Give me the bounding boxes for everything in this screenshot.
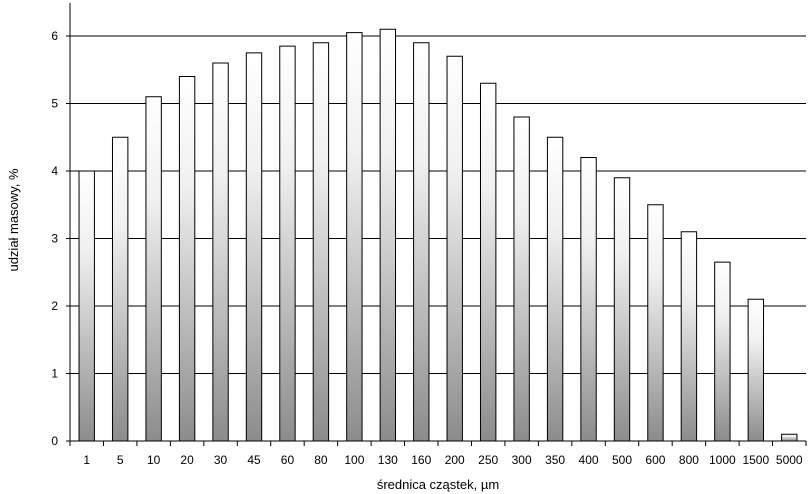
y-axis-title: udział masowy, % — [6, 168, 21, 272]
bar-60 — [279, 45, 296, 442]
bar-10 — [145, 96, 162, 442]
x-tick-label-130: 130 — [378, 453, 398, 467]
bar-350 — [546, 136, 564, 442]
x-tick-label-45: 45 — [247, 453, 261, 467]
bar-1500 — [747, 298, 765, 442]
bar-30 — [212, 62, 229, 442]
x-tick-label-1500: 1500 — [742, 453, 769, 467]
bar-160 — [413, 42, 430, 442]
x-tick-label-200: 200 — [445, 453, 465, 467]
bar-600 — [647, 204, 664, 442]
x-tick-label-160: 160 — [411, 453, 431, 467]
bar-300 — [513, 116, 530, 442]
x-tick-label-800: 800 — [679, 453, 699, 467]
y-tick-label: 0 — [51, 434, 58, 448]
x-tick-label-300: 300 — [512, 453, 532, 467]
x-tick-label-1000: 1000 — [709, 453, 736, 467]
x-tick-label-10: 10 — [147, 453, 161, 467]
y-tick-label: 2 — [51, 299, 58, 313]
x-tick-label-60: 60 — [281, 453, 295, 467]
x-axis-title: średnica cząstek, µm — [377, 477, 499, 492]
x-tick-label-100: 100 — [344, 453, 364, 467]
y-tick-label: 1 — [51, 367, 58, 381]
x-tick-label-500: 500 — [612, 453, 632, 467]
bar-800 — [680, 231, 698, 442]
x-tick-label-350: 350 — [545, 453, 565, 467]
x-tick-label-5000: 5000 — [776, 453, 803, 467]
bar-400 — [580, 157, 597, 442]
y-tick-label: 6 — [51, 29, 58, 43]
bar-1 — [78, 170, 95, 442]
bar-20 — [178, 76, 196, 442]
bar-500 — [613, 177, 631, 442]
x-tick-label-250: 250 — [478, 453, 498, 467]
bar-100 — [346, 32, 363, 442]
bar-250 — [479, 82, 497, 442]
x-tick-label-80: 80 — [314, 453, 328, 467]
x-tick-label-400: 400 — [579, 453, 599, 467]
x-tick-label-20: 20 — [180, 453, 194, 467]
x-tick-label-5: 5 — [117, 453, 124, 467]
y-tick-label: 3 — [51, 232, 58, 246]
bar-5000 — [781, 433, 798, 442]
y-tick-labels: 0 1 2 3 4 5 6 — [51, 29, 70, 448]
bar-80 — [312, 42, 330, 442]
x-tick-label-1: 1 — [83, 453, 90, 467]
y-tick-label: 4 — [51, 164, 58, 178]
bar-130 — [379, 28, 397, 442]
bar-1000 — [714, 261, 731, 442]
bar-200 — [446, 55, 463, 442]
y-tick-label: 5 — [51, 97, 58, 111]
bar-5 — [111, 136, 129, 442]
bars — [78, 28, 798, 442]
x-tick-label-600: 600 — [645, 453, 665, 467]
bar-45 — [245, 52, 263, 442]
x-tick-labels: 1 5 10 20 30 45 60 80 100 130 160 200 250 300 350 400 50… — [69, 441, 807, 467]
x-tick-label-30: 30 — [214, 453, 228, 467]
